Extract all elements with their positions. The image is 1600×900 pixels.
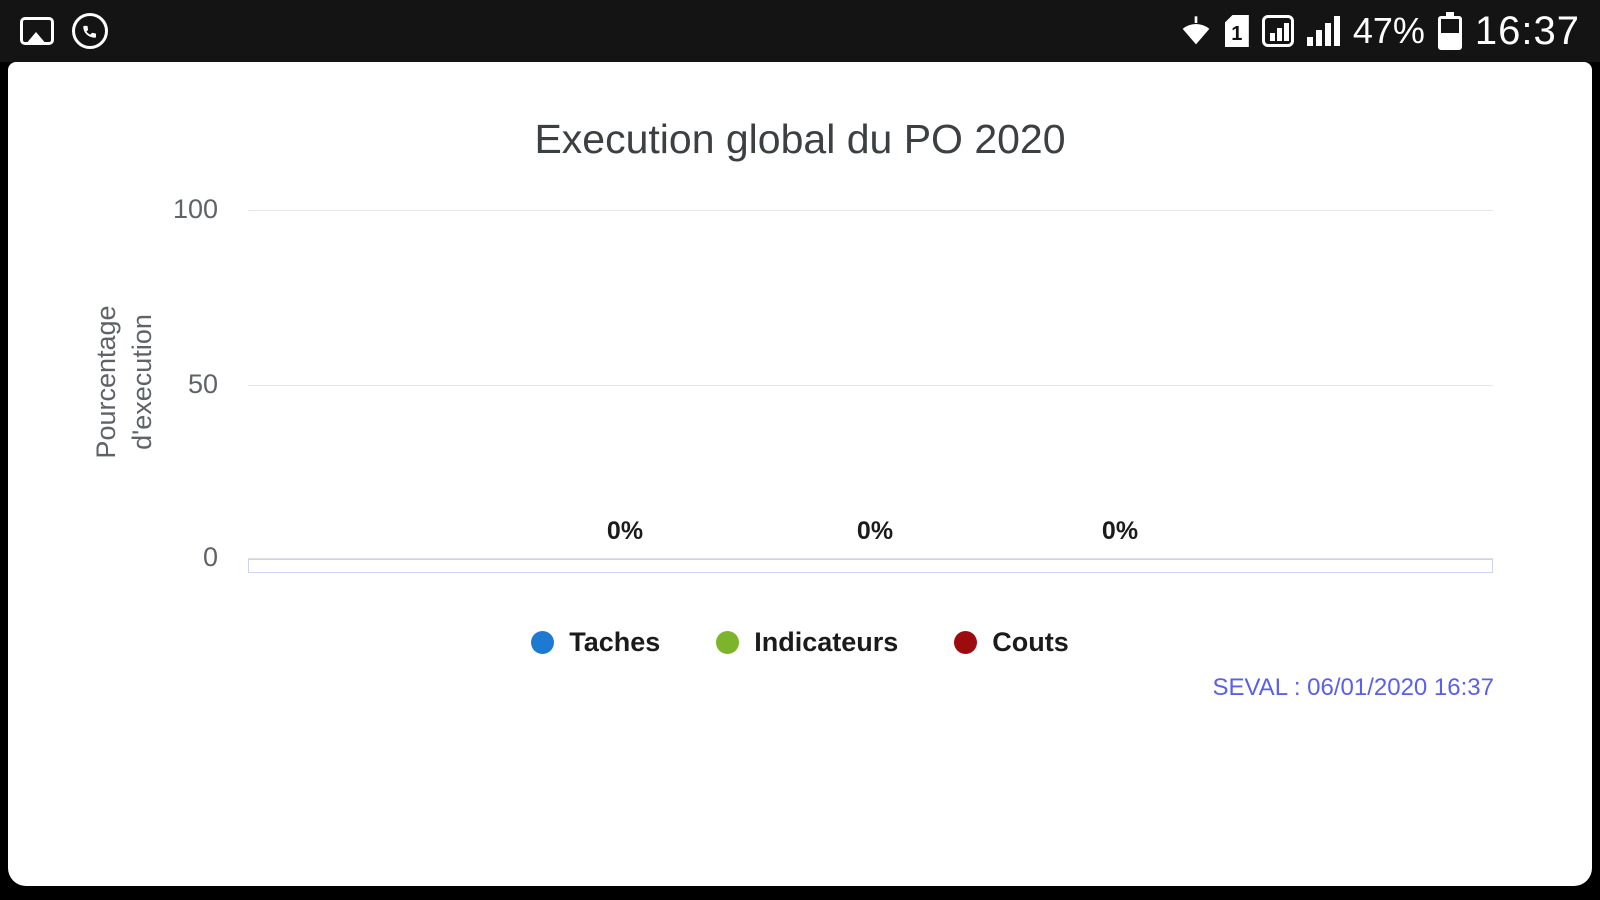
- x-axis-band: [248, 559, 1493, 573]
- y-tick-50: 50: [187, 369, 218, 399]
- app-panel: Execution global du PO 2020 Pourcentage …: [8, 62, 1592, 886]
- y-tick-0: 0: [202, 542, 218, 572]
- legend-label-indicateurs: Indicateurs: [754, 627, 899, 657]
- wifi-icon: [1182, 16, 1210, 45]
- bar-value-label-couts: 0%: [1101, 517, 1139, 545]
- legend-label-taches: Taches: [569, 627, 661, 657]
- legend-dot-indicateurs: [716, 631, 740, 654]
- signal-bars-icon: [1306, 16, 1340, 46]
- screenshot-icon: [1261, 15, 1294, 47]
- chart-legend: Taches Indicateurs Couts: [8, 627, 1592, 658]
- bar-value-label-taches: 0%: [606, 517, 644, 545]
- legend-label-couts: Couts: [992, 627, 1069, 657]
- gridline-0: [248, 558, 1493, 559]
- gallery-icon: [20, 17, 54, 45]
- whatsapp-icon: [72, 13, 108, 49]
- gridline-100: [248, 210, 1493, 211]
- bar-value-label-indicateurs: 0%: [856, 517, 894, 545]
- sim-icon: 1: [1224, 15, 1249, 47]
- status-time: 16:37: [1474, 8, 1580, 53]
- legend-dot-couts: [954, 631, 978, 654]
- gridline-50: [248, 385, 1493, 386]
- phone-icon: [83, 25, 96, 38]
- status-bar-right: 1 47% 16:37: [1180, 9, 1580, 54]
- watermark-timestamp: SEVAL : 06/01/2020 16:37: [1212, 674, 1494, 701]
- battery-percent: 47%: [1352, 10, 1425, 51]
- sim-badge: 1: [1231, 23, 1243, 45]
- legend-item-taches[interactable]: Taches: [531, 627, 660, 658]
- y-tick-100: 100: [172, 194, 218, 224]
- status-bar-left: [20, 13, 108, 49]
- legend-item-indicateurs[interactable]: Indicateurs: [716, 627, 898, 658]
- battery-icon: [1437, 12, 1462, 50]
- status-bar: 1 47% 16:37: [0, 0, 1600, 62]
- legend-dot-taches: [531, 631, 555, 654]
- legend-item-couts[interactable]: Couts: [954, 627, 1069, 658]
- chart-title: Execution global du PO 2020: [534, 116, 1066, 162]
